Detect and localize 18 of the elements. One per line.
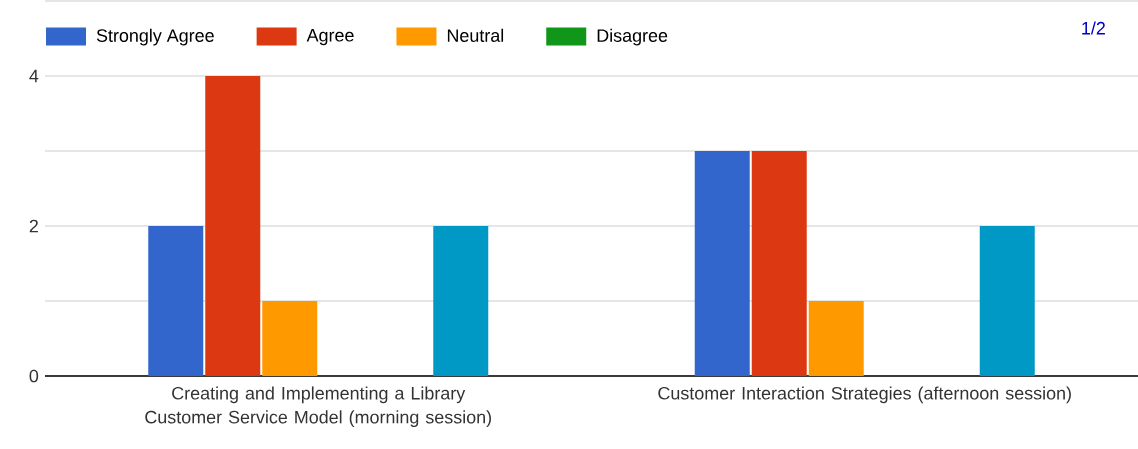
bar: [205, 75, 261, 376]
x-tick-label: Customer Interaction Strategies (afternoon session): [658, 386, 1071, 404]
bar: [979, 225, 1035, 376]
y-tick-label: 4: [29, 69, 39, 83]
y-tick-label: 2: [29, 219, 38, 233]
bar: [694, 150, 750, 376]
y-tick-label: 0: [29, 369, 39, 383]
legend-label: Neutral: [447, 28, 504, 42]
annotation: 1/2: [1082, 21, 1105, 35]
legend-label: Strongly Agree: [96, 28, 214, 46]
bar: [433, 225, 489, 376]
bar: [751, 150, 807, 376]
legend-label: Agree: [306, 29, 354, 46]
bar: [262, 300, 318, 376]
x-tick-label: Creating and Implementing a Library Customer Service Model (morning session): [145, 386, 491, 428]
legend-label: Disagree: [597, 28, 668, 46]
bar: [808, 300, 864, 376]
bar: [148, 225, 204, 376]
